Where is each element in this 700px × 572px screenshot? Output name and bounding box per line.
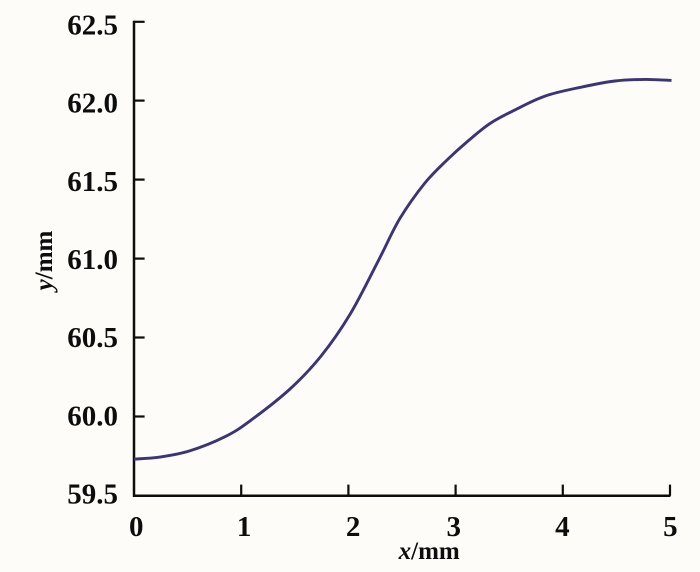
svg-text:1: 1	[237, 511, 252, 543]
svg-text:y/mm: y/mm	[31, 230, 58, 293]
svg-text:61.0: 61.0	[67, 244, 118, 276]
svg-text:62.0: 62.0	[67, 88, 118, 120]
svg-text:4: 4	[555, 511, 570, 543]
svg-text:5: 5	[663, 511, 678, 543]
svg-text:x/mm: x/mm	[398, 538, 460, 565]
svg-text:0: 0	[129, 511, 144, 543]
svg-text:2: 2	[346, 511, 361, 543]
svg-text:3: 3	[447, 511, 462, 543]
svg-text:61.5: 61.5	[67, 166, 118, 198]
svg-text:60.5: 60.5	[67, 322, 118, 354]
svg-text:62.5: 62.5	[67, 9, 118, 41]
svg-text:60.0: 60.0	[67, 400, 118, 432]
svg-text:59.5: 59.5	[67, 479, 118, 511]
